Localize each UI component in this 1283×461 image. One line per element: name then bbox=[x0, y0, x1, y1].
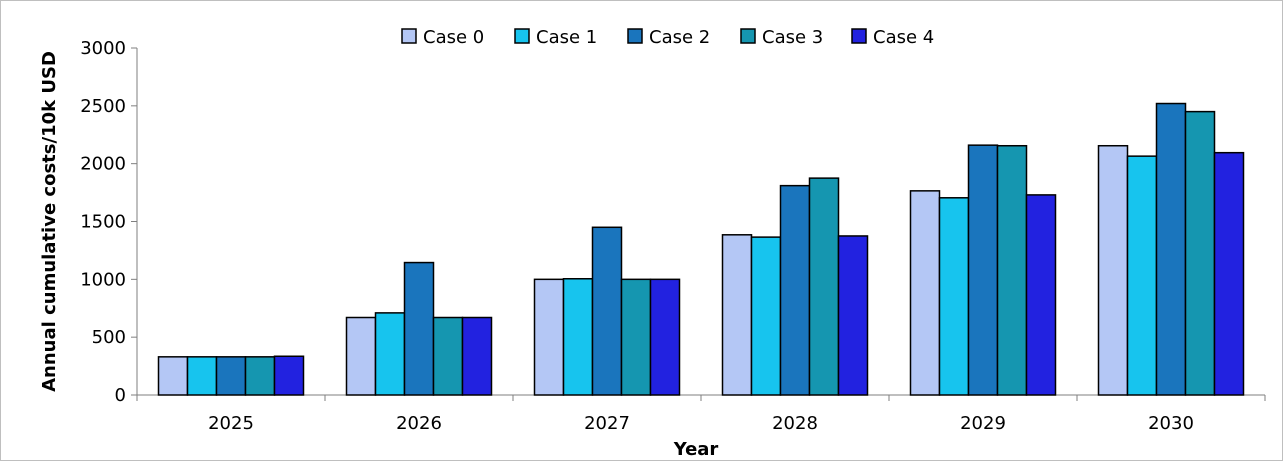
bar-2029-case-3 bbox=[996, 144, 1028, 396]
bar-2028-case-3 bbox=[808, 177, 840, 396]
bar-2029-case-0 bbox=[909, 190, 941, 396]
bar-2027-case-1 bbox=[562, 278, 594, 396]
bar-2027-case-3 bbox=[620, 278, 652, 396]
bar-2027-case-2 bbox=[591, 226, 623, 396]
y-tick-label: 500 bbox=[92, 327, 126, 348]
y-tick-label: 1000 bbox=[80, 269, 126, 290]
legend-label: Case 3 bbox=[762, 27, 823, 48]
bar-2030-case-0 bbox=[1097, 144, 1129, 396]
bar-2026-case-3 bbox=[432, 316, 464, 396]
legend-label: Case 0 bbox=[423, 27, 484, 48]
bar-2028-case-0 bbox=[721, 234, 753, 396]
x-axis: 2025 2026 2027 2028 2029 2030 bbox=[136, 394, 1266, 434]
bar-2026-case-4 bbox=[461, 316, 493, 396]
x-tick-label: 2025 bbox=[208, 413, 254, 434]
bar-2026-case-1 bbox=[374, 312, 406, 396]
bar-2025-case-4 bbox=[273, 355, 305, 396]
y-axis: 0 500 1000 1500 2000 2500 3000 bbox=[80, 38, 138, 406]
bar-2026-case-2 bbox=[403, 261, 435, 396]
legend-label: Case 2 bbox=[649, 27, 710, 48]
bar-2025-case-3 bbox=[244, 356, 276, 396]
bars bbox=[157, 102, 1245, 396]
y-tick-label: 3000 bbox=[80, 38, 126, 59]
legend-swatch bbox=[627, 28, 643, 44]
bar-2030-case-1 bbox=[1126, 155, 1158, 396]
bar-2028-case-1 bbox=[750, 236, 782, 396]
bar-2025-case-2 bbox=[215, 356, 247, 396]
legend: Case 0 Case 1 Case 2 Case 3 Case 4 bbox=[401, 27, 934, 48]
y-tick-label: 0 bbox=[115, 385, 126, 406]
bar-2029-case-1 bbox=[938, 197, 970, 396]
bar-2030-case-2 bbox=[1155, 102, 1187, 396]
bar-2028-case-4 bbox=[837, 235, 869, 396]
legend-label: Case 4 bbox=[873, 27, 934, 48]
bar-2029-case-4 bbox=[1025, 194, 1057, 396]
x-tick-label: 2029 bbox=[960, 413, 1006, 434]
bar-2025-case-1 bbox=[186, 356, 218, 396]
bar-2026-case-0 bbox=[345, 316, 377, 396]
bar-2029-case-2 bbox=[967, 144, 999, 396]
y-tick-label: 2000 bbox=[80, 154, 126, 175]
legend-swatch bbox=[514, 28, 530, 44]
x-tick-label: 2030 bbox=[1148, 413, 1194, 434]
legend-swatch bbox=[401, 28, 417, 44]
bar-2027-case-4 bbox=[649, 278, 681, 396]
y-tick-label: 2500 bbox=[80, 96, 126, 117]
bar-2030-case-3 bbox=[1184, 110, 1216, 396]
x-tick-label: 2027 bbox=[584, 413, 630, 434]
legend-swatch bbox=[740, 28, 756, 44]
legend-label: Case 1 bbox=[536, 27, 597, 48]
bar-2030-case-4 bbox=[1213, 151, 1245, 396]
x-tick-label: 2026 bbox=[396, 413, 442, 434]
x-tick-label: 2028 bbox=[772, 413, 818, 434]
legend-swatch bbox=[851, 28, 867, 44]
bar-2028-case-2 bbox=[779, 184, 811, 396]
y-tick-label: 1500 bbox=[80, 212, 126, 233]
y-axis-title: Annual cumulative costs/10k USD bbox=[39, 51, 60, 392]
bar-2027-case-0 bbox=[533, 278, 565, 396]
bar-2025-case-0 bbox=[157, 356, 189, 396]
x-axis-title: Year bbox=[673, 439, 719, 460]
